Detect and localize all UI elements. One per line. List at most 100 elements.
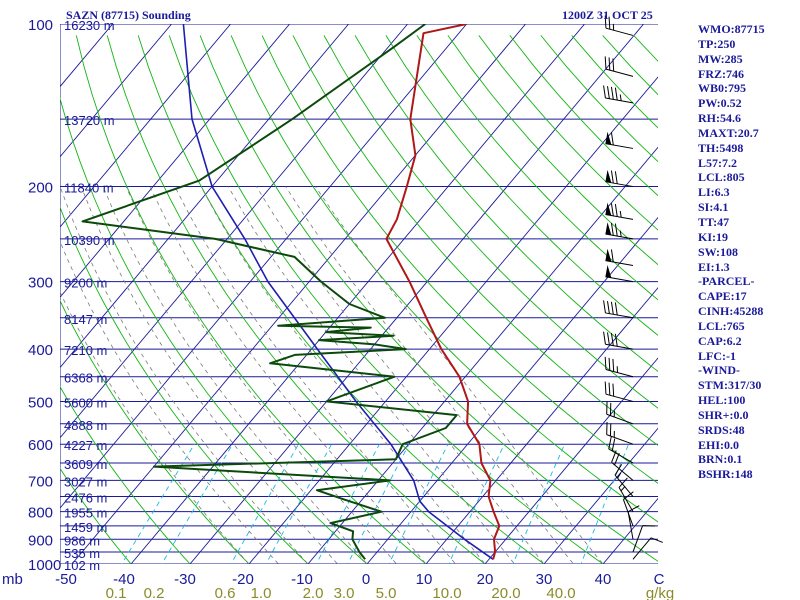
dry-adiabat-line xyxy=(261,35,658,484)
temperature-tick-label: -30 xyxy=(174,571,196,588)
index-item: SHR+:0.0 xyxy=(698,407,749,422)
wind-barb xyxy=(606,421,634,445)
wind-barb xyxy=(632,537,663,560)
dry-adiabat-line xyxy=(60,467,132,564)
dry-adiabat-line xyxy=(323,35,658,409)
wind-barb xyxy=(604,356,634,378)
index-item: LCL:805 xyxy=(698,170,745,185)
index-item: BRN:0.1 xyxy=(698,452,743,467)
wind-barb xyxy=(618,477,634,512)
pressure-tick-label: 400 xyxy=(28,342,53,359)
wind-barb xyxy=(605,222,634,240)
isotherm-line xyxy=(130,24,585,564)
dewpoint-trace xyxy=(81,24,458,560)
index-item: MAXT:20.7 xyxy=(698,125,759,140)
wind-barb xyxy=(605,169,634,188)
wind-barb xyxy=(604,15,634,36)
parcel-trace xyxy=(182,24,494,560)
moist-adiabat-line xyxy=(102,186,368,564)
mixing-ratio-tick-label: 20.0 xyxy=(491,585,520,600)
mixing-ratio-line xyxy=(388,443,449,564)
mixing-ratio-tick-label: 1.0 xyxy=(251,585,272,600)
mixing-ratio-tick-label: 0.1 xyxy=(106,585,127,600)
dry-adiabat-line xyxy=(106,35,486,564)
wind-barb xyxy=(614,464,634,497)
temperature-tick-label: 10 xyxy=(416,571,433,588)
wind-barb xyxy=(603,331,634,350)
mixing-ratio-tick-label: 10.0 xyxy=(432,585,461,600)
height-label: 1955 m xyxy=(64,506,107,521)
mixing-ratio-tick-label: 3.0 xyxy=(334,585,355,600)
wind-barb xyxy=(605,202,634,220)
index-item: LCL:765 xyxy=(698,318,745,333)
index-item: SRDS:48 xyxy=(698,422,745,437)
moist-adiabat-line xyxy=(315,186,604,564)
isotherm-line xyxy=(60,24,408,439)
index-item: TP:250 xyxy=(698,36,736,51)
index-item: L57:7.2 xyxy=(698,155,737,170)
temperature-tick-label: 0 xyxy=(362,571,370,588)
mixing-ratio-line xyxy=(315,443,380,564)
dry-adiabat-line xyxy=(75,35,427,564)
height-label: 7210 m xyxy=(64,343,107,358)
isotherm-line xyxy=(60,24,467,509)
dry-adiabat-line xyxy=(354,35,658,373)
mixing-ratio-tick-label: 40.0 xyxy=(546,585,575,600)
pressure-tick-label: 100 xyxy=(28,17,53,34)
index-item: -WIND- xyxy=(698,363,740,378)
pressure-tick-label: 300 xyxy=(28,275,53,292)
isotherm-line xyxy=(189,24,644,564)
dry-adiabat-line xyxy=(60,385,191,564)
temperature-trace xyxy=(385,24,501,560)
pressure-tick-label: 800 xyxy=(28,505,53,522)
pressure-tick-label: 1000 xyxy=(28,557,61,574)
isotherm-line xyxy=(60,24,349,369)
moist-adiabat-line xyxy=(256,186,545,564)
index-item: CAP:6.2 xyxy=(698,333,742,348)
isotherm-line xyxy=(248,76,658,564)
dry-adiabat-line xyxy=(60,299,250,564)
height-label: 16230 m xyxy=(64,18,115,33)
stability-indices-panel: WMO:87715 TP:250 MW:285 FRZ:746 WB0:795 PW:0.… xyxy=(698,22,765,482)
height-label: 3609 m xyxy=(64,457,107,472)
height-label: 5600 m xyxy=(64,395,107,410)
pressure-tick-label: 600 xyxy=(28,437,53,454)
isotherm-line xyxy=(60,24,290,299)
pressure-tick-label: 700 xyxy=(28,473,53,490)
wind-barb xyxy=(605,131,634,149)
dry-adiabat-line xyxy=(60,96,368,564)
wind-barbs xyxy=(603,15,663,560)
dry-adiabat-line xyxy=(292,35,658,446)
wind-barb xyxy=(608,436,634,464)
height-label: 535 m xyxy=(64,546,100,561)
dry-adiabat-line xyxy=(60,205,309,564)
temperature-tick-label: 40 xyxy=(595,571,612,588)
dry-adiabat-line xyxy=(168,35,604,564)
index-item: FRZ:746 xyxy=(698,66,744,81)
mixing-ratio-line xyxy=(347,443,410,564)
mixing-ratio-tick-label: 0.2 xyxy=(144,585,165,600)
index-item: MW:285 xyxy=(698,51,743,66)
index-item: EI:1.3 xyxy=(698,259,730,274)
moist-adiabat-line xyxy=(285,186,575,564)
moist-adiabat-line xyxy=(60,240,280,564)
mixing-ratio-tick-label: g/kg xyxy=(646,585,674,600)
height-label: 13720 m xyxy=(64,113,115,128)
wind-barb xyxy=(605,248,634,266)
mixing-ratio-line xyxy=(161,443,233,564)
dry-adiabat-line xyxy=(447,35,658,266)
index-item: WB0:795 xyxy=(698,81,746,96)
index-item: WMO:87715 xyxy=(698,22,765,36)
isotherm-line xyxy=(60,24,172,158)
pressure-unit-label: mb xyxy=(2,571,23,588)
height-label: 1459 m xyxy=(64,520,107,535)
height-label: 4888 m xyxy=(64,418,107,433)
mixing-ratio-tick-label: 5.0 xyxy=(376,585,397,600)
pressure-tick-label: 500 xyxy=(28,394,53,411)
temperature-tick-label: -40 xyxy=(113,571,135,588)
mixing-ratio-line xyxy=(230,443,299,564)
mixing-ratio-tick-label: 0.6 xyxy=(215,585,236,600)
wind-barb xyxy=(611,450,634,481)
index-item: CINH:45288 xyxy=(698,304,764,319)
height-label: 986 m xyxy=(64,533,100,548)
